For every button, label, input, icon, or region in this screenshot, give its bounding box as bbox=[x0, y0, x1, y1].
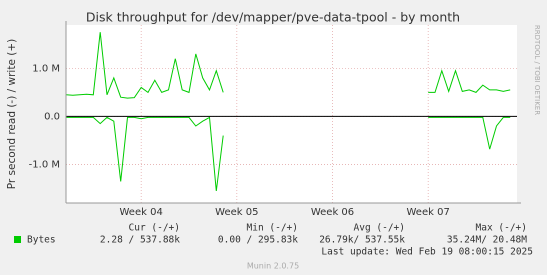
legend-value: 35.24M/ 20.48M bbox=[447, 235, 527, 246]
data-line bbox=[65, 32, 511, 99]
legend-header: Cur (-/+) bbox=[129, 223, 180, 234]
y-tick-label: 1.0 M bbox=[32, 63, 60, 74]
x-tick-label: Week 05 bbox=[215, 207, 258, 218]
x-tick-label: Week 06 bbox=[311, 207, 354, 218]
legend-value: 0.00 / 295.83k bbox=[218, 235, 298, 246]
legend-header: Avg (-/+) bbox=[354, 223, 405, 234]
legend-header: Min (-/+) bbox=[247, 223, 298, 234]
x-tick-label: Week 04 bbox=[120, 207, 163, 218]
y-axis-label: Pr second read (-) / write (+) bbox=[6, 39, 18, 190]
legend-value: 2.28 / 537.88k bbox=[100, 235, 180, 246]
data-line bbox=[66, 116, 511, 192]
footer: Munin 2.0.75 bbox=[247, 262, 299, 271]
side-label: RRDTOOL / TOBI OETIKER bbox=[533, 25, 541, 115]
legend-header: Max (-/+) bbox=[476, 223, 527, 234]
y-tick-label: -1.0 M bbox=[29, 160, 60, 171]
x-tick-label: Week 07 bbox=[407, 207, 450, 218]
legend-swatch bbox=[14, 236, 21, 243]
legend-label: Bytes bbox=[27, 235, 56, 246]
y-tick-label: 0.0 bbox=[44, 111, 60, 122]
plot-area bbox=[66, 25, 517, 203]
legend-value: 26.79k/ 537.55k bbox=[319, 235, 405, 246]
chart-title: Disk throughput for /dev/mapper/pve-data… bbox=[86, 10, 460, 25]
last-update: Last update: Wed Feb 19 08:00:15 2025 bbox=[321, 247, 533, 258]
